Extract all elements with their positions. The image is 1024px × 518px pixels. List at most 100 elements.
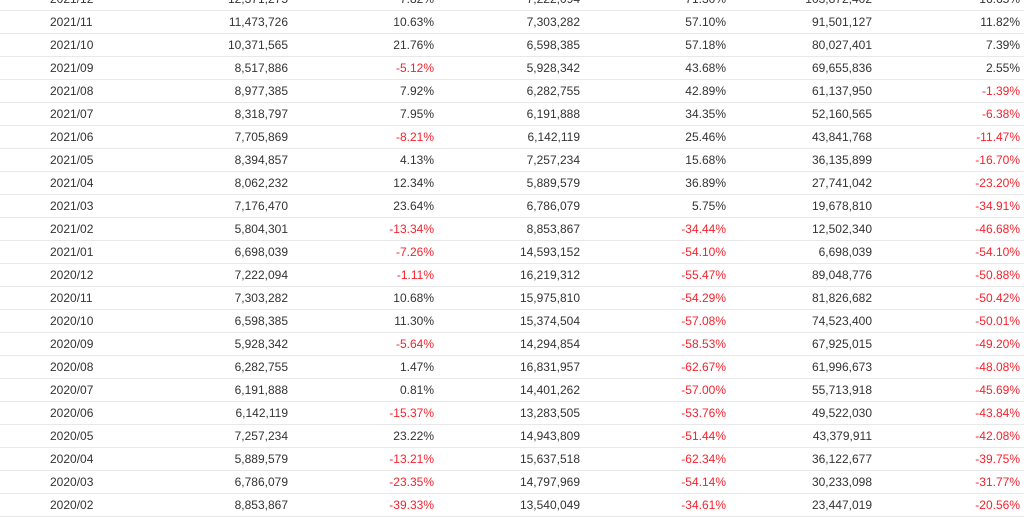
yoy-change-cell: -57.08% bbox=[584, 309, 730, 334]
table-row: 2020/12 7,222,094 -1.11% 16,219,312 -55.47% 8… bbox=[0, 263, 1024, 288]
cumulative-change-cell: -23.20% bbox=[876, 171, 1024, 196]
table-row: 2021/01 6,698,039 -7.26% 14,593,152 -54.10% 6… bbox=[0, 240, 1024, 265]
yoy-change-cell: -34.44% bbox=[584, 217, 730, 242]
yoy-change-cell: -62.34% bbox=[584, 447, 730, 472]
value-b-cell: 7,303,282 bbox=[438, 10, 584, 35]
table-row: 2021/08 8,977,385 7.92% 6,282,755 42.89% 61,1… bbox=[0, 79, 1024, 104]
table-row: 2020/11 7,303,282 10.68% 15,975,810 -54.29% 8… bbox=[0, 286, 1024, 311]
value-a-cell: 8,062,232 bbox=[146, 171, 292, 196]
cumulative-change-cell: -16.70% bbox=[876, 148, 1024, 173]
month-cell: 2021/07 bbox=[0, 102, 146, 127]
cumulative-change-cell: 7.39% bbox=[876, 33, 1024, 58]
value-a-cell: 10,371,565 bbox=[146, 33, 292, 58]
cumulative-cell: 61,137,950 bbox=[730, 79, 876, 104]
month-cell: 2020/12 bbox=[0, 263, 146, 288]
value-a-cell: 8,517,886 bbox=[146, 56, 292, 81]
month-cell: 2020/02 bbox=[0, 493, 146, 518]
yoy-change-cell: -62.67% bbox=[584, 355, 730, 380]
yoy-change-cell: -57.00% bbox=[584, 378, 730, 403]
value-b-cell: 14,593,152 bbox=[438, 240, 584, 265]
yoy-change-cell: -53.76% bbox=[584, 401, 730, 426]
cumulative-cell: 12,502,340 bbox=[730, 217, 876, 242]
yoy-change-cell: -51.44% bbox=[584, 424, 730, 449]
mom-change-cell: -13.21% bbox=[292, 447, 438, 472]
value-a-cell: 6,282,755 bbox=[146, 355, 292, 380]
table-row: 2020/08 6,282,755 1.47% 16,831,957 -62.67% 61… bbox=[0, 355, 1024, 380]
yoy-change-cell: -58.53% bbox=[584, 332, 730, 357]
cumulative-change-cell: -31.77% bbox=[876, 470, 1024, 495]
value-b-cell: 6,598,385 bbox=[438, 33, 584, 58]
value-a-cell: 7,705,869 bbox=[146, 125, 292, 150]
month-cell: 2021/11 bbox=[0, 10, 146, 35]
value-a-cell: 6,698,039 bbox=[146, 240, 292, 265]
mom-change-cell: 10.68% bbox=[292, 286, 438, 311]
cumulative-change-cell: 11.82% bbox=[876, 10, 1024, 35]
mom-change-cell: 11.30% bbox=[292, 309, 438, 334]
cumulative-change-cell: -45.69% bbox=[876, 378, 1024, 403]
cumulative-cell: 23,447,019 bbox=[730, 493, 876, 518]
mom-change-cell: 23.64% bbox=[292, 194, 438, 219]
table-row: 2021/02 5,804,301 -13.34% 8,853,867 -34.44% 1… bbox=[0, 217, 1024, 242]
cumulative-cell: 36,122,677 bbox=[730, 447, 876, 472]
mom-change-cell: 7.82% bbox=[292, 0, 438, 12]
cumulative-cell: 6,698,039 bbox=[730, 240, 876, 265]
cumulative-change-cell: -50.42% bbox=[876, 286, 1024, 311]
table-row: 2020/07 6,191,888 0.81% 14,401,262 -57.00% 55… bbox=[0, 378, 1024, 403]
cumulative-cell: 43,841,768 bbox=[730, 125, 876, 150]
month-cell: 2020/04 bbox=[0, 447, 146, 472]
month-cell: 2020/11 bbox=[0, 286, 146, 311]
month-cell: 2020/09 bbox=[0, 332, 146, 357]
table-row: 2021/10 10,371,565 21.76% 6,598,385 57.18% 80… bbox=[0, 33, 1024, 58]
month-cell: 2021/09 bbox=[0, 56, 146, 81]
yoy-change-cell: -54.10% bbox=[584, 240, 730, 265]
month-cell: 2021/05 bbox=[0, 148, 146, 173]
mom-change-cell: -5.64% bbox=[292, 332, 438, 357]
value-a-cell: 8,977,385 bbox=[146, 79, 292, 104]
mom-change-cell: -39.33% bbox=[292, 493, 438, 518]
mom-change-cell: -13.34% bbox=[292, 217, 438, 242]
mom-change-cell: -23.35% bbox=[292, 470, 438, 495]
mom-change-cell: 0.81% bbox=[292, 378, 438, 403]
mom-change-cell: -5.12% bbox=[292, 56, 438, 81]
table-row: 2020/09 5,928,342 -5.64% 14,294,854 -58.53% 6… bbox=[0, 332, 1024, 357]
value-b-cell: 8,853,867 bbox=[438, 217, 584, 242]
yoy-change-cell: 43.68% bbox=[584, 56, 730, 81]
value-a-cell: 8,853,867 bbox=[146, 493, 292, 518]
yoy-change-cell: -34.61% bbox=[584, 493, 730, 518]
cumulative-cell: 27,741,042 bbox=[730, 171, 876, 196]
month-cell: 2021/01 bbox=[0, 240, 146, 265]
mom-change-cell: 7.92% bbox=[292, 79, 438, 104]
value-b-cell: 13,283,505 bbox=[438, 401, 584, 426]
month-cell: 2020/03 bbox=[0, 470, 146, 495]
yoy-change-cell: 5.75% bbox=[584, 194, 730, 219]
value-b-cell: 13,540,049 bbox=[438, 493, 584, 518]
yoy-change-cell: 34.35% bbox=[584, 102, 730, 127]
cumulative-cell: 103,872,402 bbox=[730, 0, 876, 12]
month-cell: 2020/06 bbox=[0, 401, 146, 426]
month-cell: 2021/10 bbox=[0, 33, 146, 58]
value-b-cell: 6,191,888 bbox=[438, 102, 584, 127]
cumulative-change-cell: -6.38% bbox=[876, 102, 1024, 127]
table-row: 2020/02 8,853,867 -39.33% 13,540,049 -34.61%… bbox=[0, 493, 1024, 518]
yoy-change-cell: -54.14% bbox=[584, 470, 730, 495]
value-a-cell: 8,318,797 bbox=[146, 102, 292, 127]
cumulative-cell: 52,160,565 bbox=[730, 102, 876, 127]
yoy-change-cell: 57.18% bbox=[584, 33, 730, 58]
table-row: 2020/04 5,889,579 -13.21% 15,637,518 -62.34%… bbox=[0, 447, 1024, 472]
month-cell: 2020/10 bbox=[0, 309, 146, 334]
value-b-cell: 16,831,957 bbox=[438, 355, 584, 380]
mom-change-cell: 1.47% bbox=[292, 355, 438, 380]
month-cell: 2020/08 bbox=[0, 355, 146, 380]
table-row: 2021/1212,371,2757.82%7,222,09471.30%103… bbox=[0, 0, 1024, 12]
mom-change-cell: -7.26% bbox=[292, 240, 438, 265]
value-a-cell: 11,473,726 bbox=[146, 10, 292, 35]
value-a-cell: 12,371,275 bbox=[146, 0, 292, 12]
month-cell: 2021/08 bbox=[0, 79, 146, 104]
cumulative-change-cell: -50.88% bbox=[876, 263, 1024, 288]
value-b-cell: 7,222,094 bbox=[438, 0, 584, 12]
month-cell: 2021/06 bbox=[0, 125, 146, 150]
mom-change-cell: 4.13% bbox=[292, 148, 438, 173]
cumulative-change-cell: 2.55% bbox=[876, 56, 1024, 81]
